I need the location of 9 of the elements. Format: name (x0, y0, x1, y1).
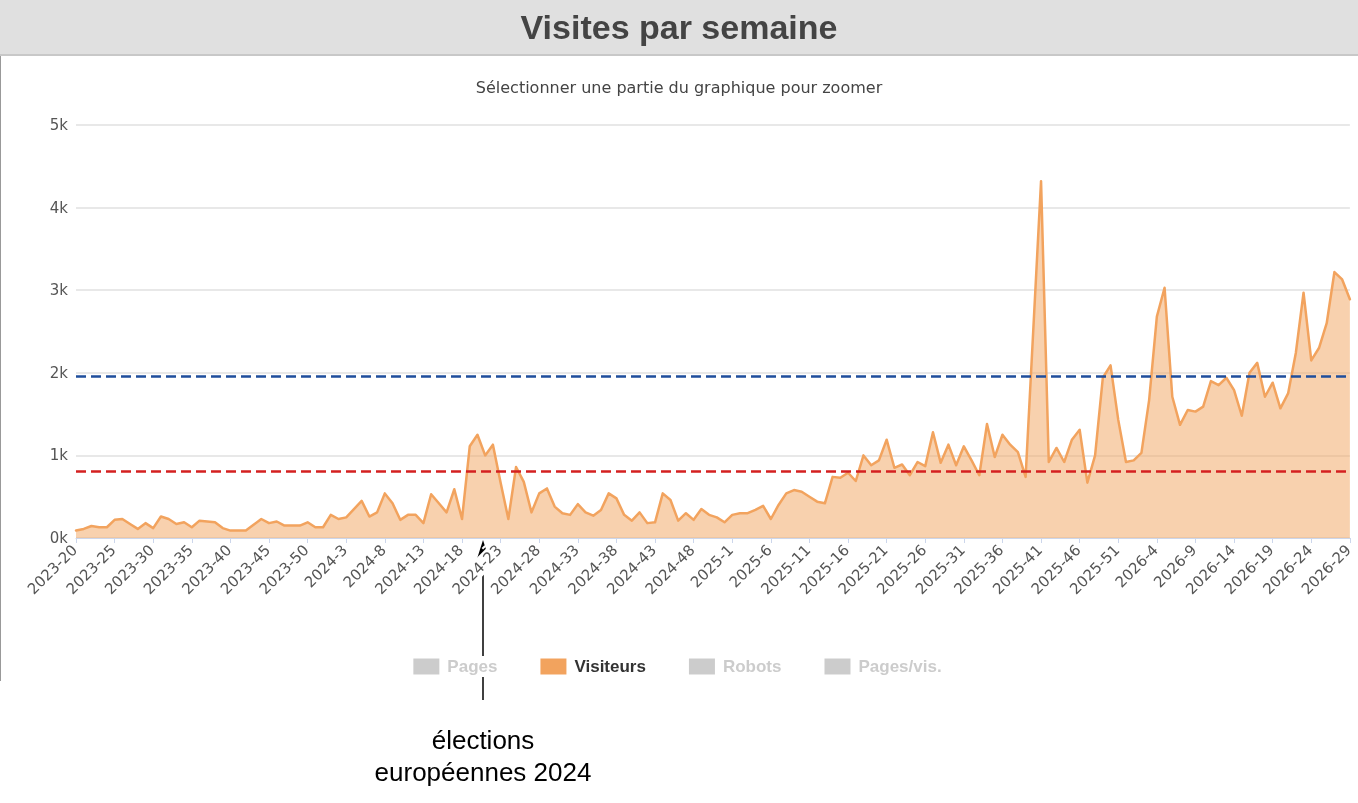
y-tick-label: 4k (49, 198, 69, 217)
legend-label: Visiteurs (574, 657, 646, 676)
y-tick-label: 2k (49, 363, 69, 382)
y-tick-label: 1k (49, 446, 69, 465)
y-tick-label: 5k (49, 116, 69, 134)
text: élections européennes 2024 (373, 724, 593, 788)
chart-title: Visites par semaine (0, 0, 1358, 54)
y-tick-label: 3k (49, 281, 69, 300)
chart-subtitle: Sélectionner une partie du graphique pour zoomer (475, 77, 883, 97)
